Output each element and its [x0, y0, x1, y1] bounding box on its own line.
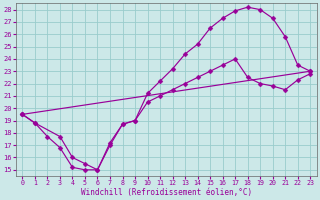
- X-axis label: Windchill (Refroidissement éolien,°C): Windchill (Refroidissement éolien,°C): [81, 188, 252, 197]
